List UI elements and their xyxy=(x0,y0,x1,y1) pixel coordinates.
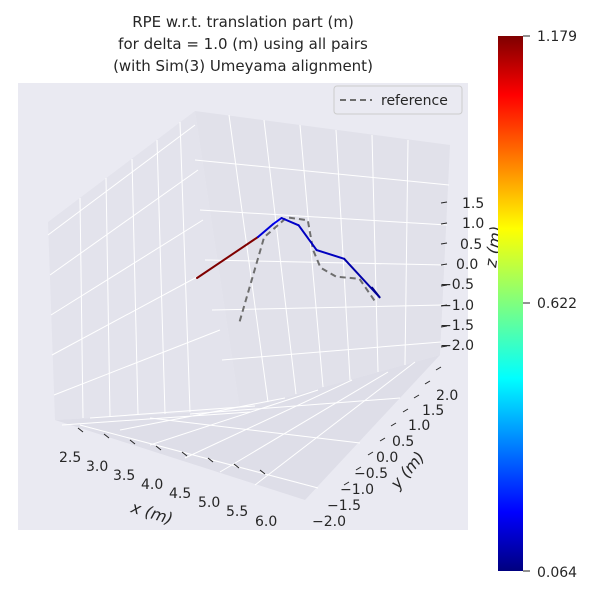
floor-pane xyxy=(55,355,440,500)
y-tick-label: 1.0 xyxy=(408,418,430,434)
x-tick-label: 5.5 xyxy=(226,504,248,520)
y-tick-label: 1.5 xyxy=(422,403,444,419)
estimate-trajectory-segment xyxy=(196,236,259,279)
legend-reference-label: reference xyxy=(381,93,448,109)
z-tick-label: 1.0 xyxy=(462,216,484,232)
grid xyxy=(47,114,450,489)
chart-title-line-2: for delta = 1.0 (m) using all pairs xyxy=(118,35,368,53)
y-tick-label: 2.0 xyxy=(436,388,458,404)
z-tick-label: −2.0 xyxy=(440,338,474,354)
y-tick-label: 0.5 xyxy=(392,434,414,450)
x-tick-label: 4.0 xyxy=(141,477,163,493)
chart-title-line-3: (with Sim(3) Umeyama alignment) xyxy=(113,57,373,75)
legend-frame xyxy=(333,85,463,115)
reference-trajectory-line xyxy=(238,216,377,322)
estimate-trajectory-segment xyxy=(280,217,300,227)
y-tick-labels: −2.0 −1.5 −1.0 −0.5 0.0 0.5 1.0 1.5 2.0 xyxy=(312,388,458,530)
estimate-trajectory-segment xyxy=(272,217,283,225)
y-tick-label: −2.0 xyxy=(312,514,346,530)
x-tick-label: 5.0 xyxy=(198,495,220,511)
estimate-trajectory-segment xyxy=(315,249,346,260)
z-tick-label: 0.0 xyxy=(456,257,478,273)
chart-title-line-1: RPE w.r.t. translation part (m) xyxy=(132,13,354,31)
x-tick-label: 2.5 xyxy=(59,450,81,466)
colorbar-gradient xyxy=(498,36,523,571)
y-tick-label: −1.0 xyxy=(340,482,374,498)
colorbar-max-label: 1.179 xyxy=(537,29,577,45)
x-tick-label: 3.5 xyxy=(113,468,135,484)
colorbar-min-label: 0.064 xyxy=(537,565,577,581)
colorbar-mid-label: 0.622 xyxy=(537,296,577,312)
z-tick-label: 0.5 xyxy=(460,237,482,253)
estimate-trajectory-segment xyxy=(297,224,318,252)
back-left-pane xyxy=(48,111,240,420)
y-tick-label: −1.5 xyxy=(327,498,361,514)
z-tick-labels: −2.0 −1.5 −1.0 −0.5 0.0 0.5 1.0 1.5 xyxy=(440,196,484,354)
trajectory-layer xyxy=(196,216,381,322)
x-tick-label: 4.5 xyxy=(169,486,191,502)
x-tick-label: 6.0 xyxy=(255,514,277,530)
z-tick-label: −1.5 xyxy=(440,318,474,334)
x-tick-label: 3.0 xyxy=(86,459,108,475)
x-tick-labels: 2.5 3.0 3.5 4.0 4.5 5.0 5.5 6.0 xyxy=(59,450,277,530)
z-tick-label: −0.5 xyxy=(440,277,474,293)
y-tick-label: −0.5 xyxy=(354,466,388,482)
colorbar: 1.179 0.622 0.064 xyxy=(498,29,577,581)
legend: reference xyxy=(333,85,463,115)
estimate-trajectory-segment xyxy=(257,223,275,238)
z-tick-label: 1.5 xyxy=(462,196,484,212)
z-tick-label: −1.0 xyxy=(440,298,474,314)
y-tick-label: 0.0 xyxy=(376,450,398,466)
tick-marks xyxy=(77,201,448,486)
estimate-trajectory-segment xyxy=(371,286,381,299)
